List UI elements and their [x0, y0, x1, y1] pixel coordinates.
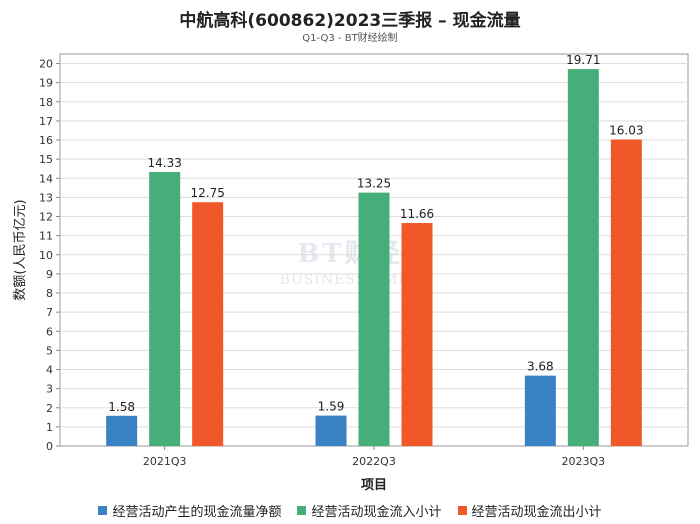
x-tick-label: 2021Q3: [143, 455, 187, 468]
legend-label: 经营活动现金流出小计: [471, 505, 602, 520]
data-label: 1.59: [318, 400, 345, 414]
y-tick-label: 5: [46, 344, 53, 357]
data-label: 19.71: [566, 53, 600, 67]
y-tick-label: 3: [46, 383, 53, 396]
y-tick-label: 0: [46, 440, 53, 453]
y-tick-label: 18: [39, 96, 53, 109]
legend-swatch: [297, 506, 307, 515]
bar: [149, 171, 181, 447]
bar: [610, 139, 642, 446]
chart-legend: 经营活动产生的现金流量净额 经营活动现金流入小计 经营活动现金流出小计: [0, 501, 700, 520]
data-label: 16.03: [609, 123, 643, 137]
bar: [524, 375, 556, 446]
data-label: 13.25: [357, 177, 391, 191]
y-tick-label: 14: [39, 172, 53, 185]
data-label: 14.33: [147, 156, 181, 170]
legend-item: 经营活动现金流入小计: [297, 501, 442, 520]
y-tick-label: 12: [39, 211, 53, 224]
y-tick-label: 11: [39, 230, 53, 243]
data-label: 1.58: [108, 400, 135, 414]
y-tick-label: 7: [46, 306, 53, 319]
x-tick-label: 2023Q3: [562, 455, 606, 468]
data-label: 11.66: [400, 207, 434, 221]
bar: [192, 202, 224, 446]
bar: [567, 69, 599, 447]
y-tick-label: 15: [39, 153, 53, 166]
legend-label: 经营活动产生的现金流量净额: [112, 505, 282, 520]
y-tick-label: 19: [39, 77, 53, 90]
legend-swatch: [457, 506, 467, 515]
y-tick-label: 10: [39, 249, 53, 262]
data-label: 12.75: [190, 186, 224, 200]
y-axis-label: 数额(人民币亿元): [13, 199, 28, 300]
x-axis-label: 项目: [361, 478, 387, 493]
legend-label: 经营活动现金流入小计: [311, 505, 442, 520]
y-tick-label: 4: [46, 364, 53, 377]
y-tick-label: 8: [46, 287, 53, 300]
data-label: 3.68: [527, 360, 554, 374]
y-tick-label: 1: [46, 421, 53, 434]
y-tick-label: 2: [46, 402, 53, 415]
chart-title: 中航高科(600862)2023三季报 – 现金流量: [179, 11, 521, 31]
bar: [401, 223, 433, 446]
legend-item: 经营活动产生的现金流量净额: [98, 501, 281, 520]
y-tick-label: 9: [46, 268, 53, 281]
bar: [358, 192, 390, 446]
y-tick-label: 17: [39, 115, 53, 128]
bar: [315, 415, 347, 446]
x-tick-label: 2022Q3: [352, 455, 396, 468]
y-tick-label: 20: [39, 58, 53, 71]
y-tick-label: 13: [39, 191, 53, 204]
bar: [106, 415, 138, 446]
chart-subtitle: Q1-Q3 - BT财经绘制: [302, 33, 398, 44]
legend-swatch: [98, 506, 108, 515]
y-tick-label: 16: [39, 134, 53, 147]
legend-item: 经营活动现金流出小计: [457, 501, 602, 520]
y-tick-label: 6: [46, 325, 53, 338]
